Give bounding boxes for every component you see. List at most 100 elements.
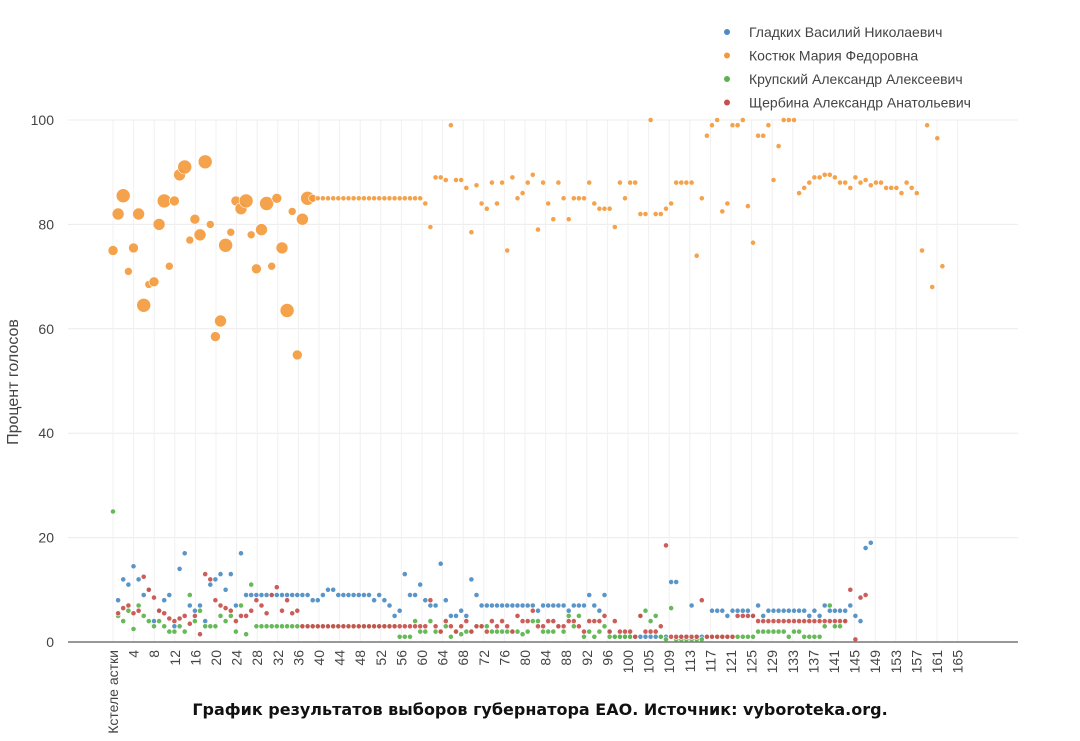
data-point[interactable] bbox=[447, 613, 454, 619]
data-point[interactable] bbox=[519, 602, 526, 609]
data-point[interactable] bbox=[826, 607, 833, 614]
data-point[interactable] bbox=[171, 623, 178, 630]
data-point[interactable] bbox=[642, 633, 649, 640]
data-point[interactable] bbox=[366, 592, 372, 598]
data-point[interactable] bbox=[396, 633, 403, 640]
data-point[interactable] bbox=[437, 174, 444, 181]
data-point[interactable] bbox=[197, 602, 203, 609]
data-point[interactable] bbox=[391, 613, 398, 619]
data-point[interactable] bbox=[857, 179, 864, 186]
data-point[interactable] bbox=[719, 208, 726, 215]
data-point[interactable] bbox=[857, 618, 864, 624]
data-point[interactable] bbox=[396, 623, 403, 630]
data-point[interactable] bbox=[232, 602, 239, 609]
data-point[interactable] bbox=[775, 618, 782, 624]
data-point[interactable] bbox=[340, 592, 347, 598]
data-point[interactable] bbox=[504, 628, 511, 635]
data-point[interactable] bbox=[550, 602, 557, 609]
data-point[interactable] bbox=[227, 613, 234, 619]
data-point[interactable] bbox=[873, 179, 879, 186]
data-point[interactable] bbox=[268, 623, 275, 630]
data-point[interactable] bbox=[842, 179, 849, 186]
data-point[interactable] bbox=[463, 613, 470, 619]
data-point[interactable] bbox=[432, 174, 439, 181]
data-point[interactable] bbox=[765, 607, 772, 614]
data-point[interactable] bbox=[271, 193, 283, 204]
data-point[interactable] bbox=[268, 592, 275, 598]
data-point[interactable] bbox=[279, 303, 295, 318]
data-point[interactable] bbox=[837, 623, 843, 630]
data-point[interactable] bbox=[811, 174, 818, 181]
data-point[interactable] bbox=[166, 615, 173, 622]
data-point[interactable] bbox=[832, 174, 838, 181]
data-point[interactable] bbox=[407, 195, 413, 202]
data-point[interactable] bbox=[314, 195, 321, 202]
data-point[interactable] bbox=[617, 179, 623, 186]
data-point[interactable] bbox=[622, 628, 628, 635]
data-point[interactable] bbox=[458, 623, 465, 630]
data-point[interactable] bbox=[504, 623, 511, 630]
data-point[interactable] bbox=[136, 297, 151, 313]
data-point[interactable] bbox=[734, 122, 741, 129]
data-point[interactable] bbox=[509, 174, 516, 181]
data-point[interactable] bbox=[176, 566, 183, 572]
data-point[interactable] bbox=[606, 628, 613, 635]
data-point[interactable] bbox=[806, 618, 813, 624]
data-point[interactable] bbox=[852, 613, 859, 619]
data-point[interactable] bbox=[714, 117, 721, 123]
data-point[interactable] bbox=[739, 633, 746, 640]
data-point[interactable] bbox=[396, 607, 403, 614]
data-point[interactable] bbox=[161, 610, 168, 617]
data-point[interactable] bbox=[422, 623, 429, 630]
data-point[interactable] bbox=[540, 628, 546, 635]
data-point[interactable] bbox=[243, 613, 249, 619]
data-point[interactable] bbox=[785, 117, 792, 123]
data-point[interactable] bbox=[704, 132, 710, 139]
data-point[interactable] bbox=[929, 284, 936, 290]
data-point[interactable] bbox=[345, 592, 352, 598]
data-point[interactable] bbox=[483, 205, 490, 212]
data-point[interactable] bbox=[483, 602, 490, 609]
data-point[interactable] bbox=[739, 117, 746, 123]
data-point[interactable] bbox=[115, 610, 121, 617]
data-point[interactable] bbox=[698, 195, 705, 202]
data-point[interactable] bbox=[294, 623, 301, 630]
data-point[interactable] bbox=[447, 633, 454, 640]
data-point[interactable] bbox=[791, 607, 797, 614]
data-point[interactable] bbox=[189, 213, 201, 225]
data-point[interactable] bbox=[381, 195, 388, 202]
data-point[interactable] bbox=[801, 607, 808, 614]
data-point[interactable] bbox=[821, 618, 828, 624]
data-point[interactable] bbox=[350, 623, 357, 630]
data-point[interactable] bbox=[273, 584, 280, 591]
data-point[interactable] bbox=[745, 613, 751, 619]
data-point[interactable] bbox=[780, 117, 787, 123]
data-point[interactable] bbox=[263, 623, 270, 630]
data-point[interactable] bbox=[473, 592, 480, 598]
data-point[interactable] bbox=[222, 586, 229, 593]
data-point[interactable] bbox=[729, 607, 736, 614]
data-point[interactable] bbox=[724, 633, 731, 640]
data-point[interactable] bbox=[128, 242, 139, 254]
data-point[interactable] bbox=[407, 623, 413, 630]
data-point[interactable] bbox=[745, 607, 751, 614]
data-point[interactable] bbox=[709, 633, 715, 640]
data-point[interactable] bbox=[161, 623, 168, 630]
data-point[interactable] bbox=[852, 174, 859, 181]
data-point[interactable] bbox=[499, 618, 505, 624]
data-point[interactable] bbox=[488, 628, 495, 635]
data-point[interactable] bbox=[258, 623, 265, 630]
data-point[interactable] bbox=[857, 594, 864, 601]
data-point[interactable] bbox=[115, 188, 131, 203]
data-point[interactable] bbox=[427, 618, 434, 624]
data-point[interactable] bbox=[458, 177, 465, 183]
data-point[interactable] bbox=[412, 623, 418, 630]
data-point[interactable] bbox=[529, 171, 536, 178]
data-point[interactable] bbox=[330, 623, 337, 630]
data-point[interactable] bbox=[125, 607, 132, 614]
data-point[interactable] bbox=[176, 623, 183, 630]
data-point[interactable] bbox=[796, 618, 802, 624]
legend-item[interactable]: Костюк Мария Федоровна bbox=[724, 48, 918, 64]
data-point[interactable] bbox=[780, 618, 787, 624]
data-point[interactable] bbox=[202, 571, 209, 577]
